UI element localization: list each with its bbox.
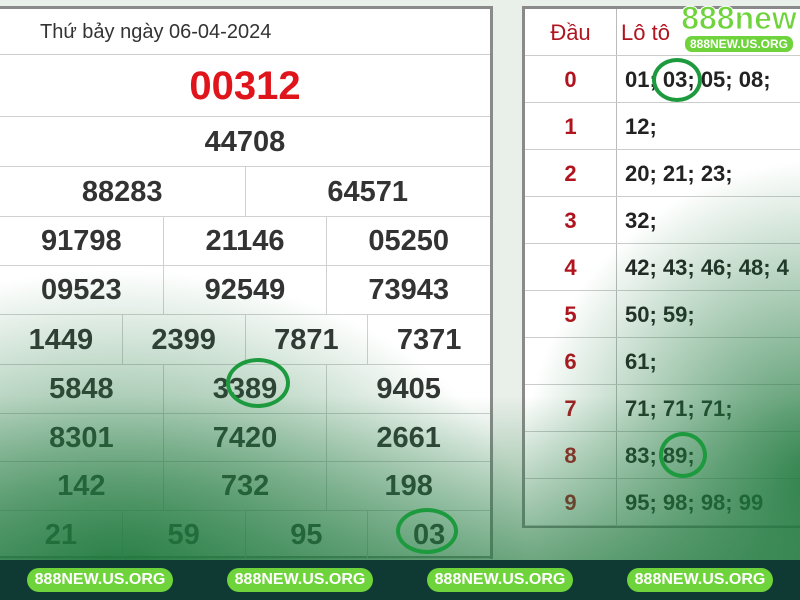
prize-number: 91798 (0, 217, 164, 265)
dau-cell: 7 (525, 385, 617, 431)
logo-text: 888new (681, 0, 798, 36)
loto-row: 1 12; (525, 103, 800, 150)
loto-values: 71; 71; 71; (625, 396, 733, 421)
dau-cell: 2 (525, 150, 617, 196)
prize-number: 9405 (376, 373, 441, 405)
prize-row: 8301 7420 2661 (0, 414, 490, 462)
prize-number: 44708 (204, 126, 286, 158)
prize-number: 03 (412, 519, 446, 551)
loto-values: 12; (625, 114, 657, 139)
prize-number: 64571 (327, 176, 409, 208)
prize-number: 21 (0, 511, 123, 558)
prize-number: 09523 (0, 266, 164, 314)
dau-cell: 1 (525, 103, 617, 149)
loto-values: 95; 98; 98; 99 (625, 490, 764, 515)
footer-bar: 888NEW.US.ORG 888NEW.US.ORG 888NEW.US.ORG 8… (0, 560, 800, 600)
prize-row: 5848 3389 9405 (0, 365, 490, 414)
loto-values: 61; (625, 349, 657, 374)
footer-url-pill[interactable]: 888NEW.US.ORG (426, 568, 574, 592)
dau-cell: 8 (525, 432, 617, 478)
prize-number: 1449 (0, 315, 123, 364)
prize-number: 2661 (376, 422, 441, 454)
prize-number: 5848 (0, 365, 164, 413)
footer-url-pill[interactable]: 888NEW.US.ORG (626, 568, 774, 592)
dau-header: Đầu (525, 9, 617, 55)
prize-number: 92549 (164, 266, 328, 314)
loto-values: 83; 89; (625, 443, 695, 468)
draw-date: Thứ bảy ngày 06-04-2024 (0, 9, 490, 55)
prize-number: 198 (384, 470, 433, 502)
prize-number: 7420 (164, 414, 328, 461)
loto-row: 9 95; 98; 98; 99 (525, 479, 800, 526)
loto-values: 20; 21; 23; (625, 161, 733, 186)
dau-cell: 5 (525, 291, 617, 337)
prize-number: 73943 (368, 274, 449, 306)
prize-number: 00312 (189, 64, 301, 108)
loto-row: 8 83; 89; (525, 432, 800, 479)
loto-row: 0 01; 03; 05; 08; (525, 56, 800, 103)
loto-header: Đầu Lô tô (525, 9, 800, 56)
loto-values: 01; 03; 05; 08; (625, 67, 771, 92)
logo-url: 888NEW.US.ORG (682, 34, 796, 54)
prize-number: 142 (0, 462, 164, 510)
loto-header-label: Lô tô (621, 20, 670, 45)
prize-row: 21 59 95 03 (0, 511, 490, 559)
prize-number: 3389 (164, 365, 328, 413)
prize-number: 2399 (123, 315, 246, 364)
prize-number: 8301 (0, 414, 164, 461)
prize-row: 142 732 198 (0, 462, 490, 511)
prize-row: 91798 21146 05250 (0, 217, 490, 266)
loto-row: 5 50; 59; (525, 291, 800, 338)
prize-number: 88283 (0, 167, 246, 216)
prize-number: 95 (246, 511, 369, 558)
dau-cell: 0 (525, 56, 617, 102)
dau-cell: 9 (525, 479, 617, 525)
dau-cell: 4 (525, 244, 617, 290)
loto-row: 3 32; (525, 197, 800, 244)
prize-row: 44708 (0, 117, 490, 167)
prize-row: 88283 64571 (0, 167, 490, 217)
prize-number: 732 (164, 462, 328, 510)
loto-row: 7 71; 71; 71; (525, 385, 800, 432)
loto-table: Đầu Lô tô 0 01; 03; 05; 08; 1 12; 2 20; 21; 2… (522, 6, 800, 528)
prize-number: 7871 (246, 315, 369, 364)
footer-url-pill[interactable]: 888NEW.US.ORG (26, 568, 174, 592)
prize-row: 1449 2399 7871 7371 (0, 315, 490, 365)
loto-values: 42; 43; 46; 48; 4 (625, 255, 789, 280)
loto-values: 32; (625, 208, 657, 233)
loto-values: 50; 59; (625, 302, 695, 327)
prize-number: 21146 (164, 217, 328, 265)
prize-number: 7371 (396, 324, 462, 356)
dau-cell: 3 (525, 197, 617, 243)
results-table: Thứ bảy ngày 06-04-2024 00312 44708 88283 6… (0, 6, 493, 559)
loto-row: 6 61; (525, 338, 800, 385)
prize-number: 59 (123, 511, 246, 558)
prize-row: 09523 92549 73943 (0, 266, 490, 315)
loto-row: 2 20; 21; 23; (525, 150, 800, 197)
dau-cell: 6 (525, 338, 617, 384)
loto-row: 4 42; 43; 46; 48; 4 (525, 244, 800, 291)
prize-number: 05250 (368, 225, 449, 257)
footer-url-pill[interactable]: 888NEW.US.ORG (226, 568, 374, 592)
special-prize-row: 00312 (0, 55, 490, 117)
brand-logo: 888new 888NEW.US.ORG (680, 2, 798, 54)
